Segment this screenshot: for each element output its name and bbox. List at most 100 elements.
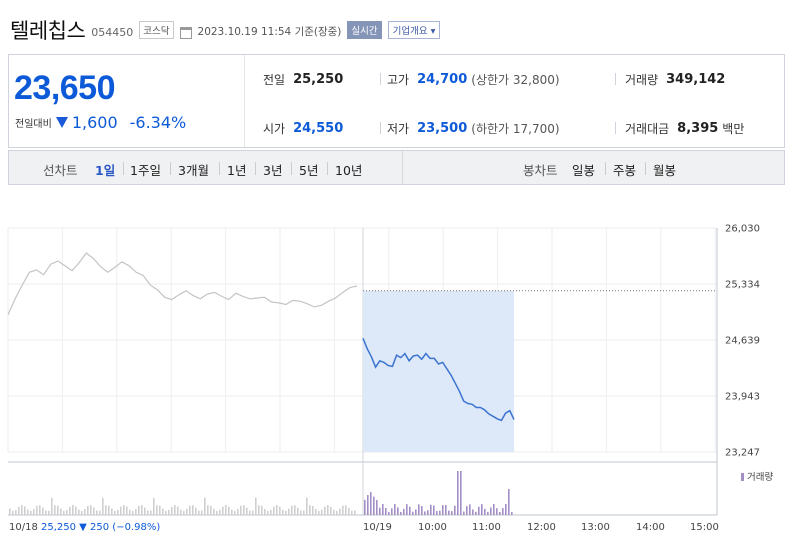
volume-bar xyxy=(249,510,251,515)
volume-bar xyxy=(300,510,302,515)
trade-value: 8,395 xyxy=(677,120,719,136)
volume-bar xyxy=(303,510,305,515)
low-value: 23,500 xyxy=(417,120,468,136)
divider xyxy=(615,122,616,134)
tab-divider xyxy=(123,162,124,175)
volume-bar xyxy=(222,506,224,515)
change-amount: 1,600 xyxy=(71,113,118,132)
volume-bar xyxy=(210,505,212,515)
y-tick-label: 23,943 xyxy=(725,391,760,402)
tab-monthly-candle[interactable]: 월봉 xyxy=(653,163,677,178)
volume-bar xyxy=(228,506,230,515)
tab-daily-candle[interactable]: 일봉 xyxy=(572,163,596,178)
volume-bar xyxy=(427,510,429,515)
volume-bar xyxy=(129,509,131,515)
volume-bar xyxy=(216,510,218,515)
volume-bar xyxy=(394,504,396,515)
volume-bar xyxy=(382,504,384,515)
volume-bar xyxy=(433,505,435,515)
tab-divider xyxy=(605,162,606,175)
tab-weekly-candle[interactable]: 주봉 xyxy=(613,163,637,178)
x-tick-label: 14:00 xyxy=(636,522,665,533)
volume-bar xyxy=(198,510,200,515)
volume-bar xyxy=(111,508,113,515)
volume-bar xyxy=(15,510,17,515)
line-chart-label: 선차트 xyxy=(43,163,78,178)
tab-divider xyxy=(327,162,328,175)
volume-bar xyxy=(135,508,137,515)
tab-5year[interactable]: 5년 xyxy=(299,163,319,178)
volume-bar xyxy=(213,508,215,515)
lower-limit: (하한가 17,700) xyxy=(471,121,560,136)
realtime-badge: 실시간 xyxy=(347,21,382,39)
prev-day-line xyxy=(7,252,358,316)
chart-tabs: 선차트 1일 1주일 3개월 1년 3년 5년 10년 봉차트 일봉 주봉 월봉 xyxy=(8,150,785,185)
volume-bar xyxy=(460,471,462,515)
volume-bar xyxy=(261,505,263,515)
volume-bar xyxy=(370,492,372,515)
volume-bar xyxy=(60,508,62,515)
volume-bar xyxy=(69,506,71,515)
tab-1week[interactable]: 1주일 xyxy=(130,163,161,178)
tab-10year[interactable]: 10년 xyxy=(335,163,363,178)
volume-bar xyxy=(207,505,209,515)
volume-legend-swatch xyxy=(741,473,744,481)
volume-bar xyxy=(246,507,248,515)
divider xyxy=(380,122,381,134)
tab-1year[interactable]: 1년 xyxy=(227,163,247,178)
volume-bar xyxy=(424,511,426,515)
volume-bar xyxy=(388,511,390,515)
volume-bar xyxy=(327,505,329,515)
y-tick-label: 23,247 xyxy=(725,448,760,459)
volume-bar xyxy=(39,505,41,515)
volume-bar xyxy=(132,510,134,515)
volume-bar xyxy=(345,505,347,515)
volume-bar xyxy=(195,507,197,515)
volume-bar xyxy=(54,505,56,515)
volume-bar xyxy=(282,509,284,515)
volume-bar xyxy=(403,508,405,515)
tab-3year[interactable]: 3년 xyxy=(263,163,283,178)
volume-bar xyxy=(466,506,468,515)
tab-3month[interactable]: 3개월 xyxy=(178,163,209,178)
tab-divider xyxy=(219,162,220,175)
volume-bar xyxy=(294,505,296,515)
high-cell: 고가 24,700 (상한가 32,800) xyxy=(387,69,560,89)
volume-bar xyxy=(192,505,194,515)
volume-bar xyxy=(177,506,179,515)
volume-bar xyxy=(351,510,353,515)
volume-bar xyxy=(415,509,417,515)
volume-bar xyxy=(258,505,260,515)
volume-bar xyxy=(141,505,143,515)
volume-bar xyxy=(126,506,128,515)
volume-bar xyxy=(30,510,32,515)
volume-bar xyxy=(481,504,483,515)
volume-bar xyxy=(273,506,275,515)
volume-bar xyxy=(96,510,98,515)
high-label: 고가 xyxy=(387,72,410,87)
volume-bar xyxy=(472,509,474,515)
volume-bar xyxy=(81,510,83,515)
volume-bar xyxy=(75,506,77,515)
volume-bar xyxy=(430,504,432,515)
volume-bar xyxy=(159,505,161,515)
volume-bar xyxy=(147,510,149,515)
volume-bar xyxy=(487,511,489,515)
company-overview-button[interactable]: 기업개요 ▾ xyxy=(387,21,441,39)
divider xyxy=(380,73,381,85)
stock-code: 054450 xyxy=(91,26,134,39)
volume-bar xyxy=(33,509,35,515)
tab-1day[interactable]: 1일 xyxy=(95,163,116,178)
today-shaded-area xyxy=(363,290,514,452)
volume-bar xyxy=(36,505,38,515)
volume-bar xyxy=(451,511,453,515)
volume-bar xyxy=(234,510,236,515)
volume-bar xyxy=(379,507,381,515)
x-tick-label: 15:00 xyxy=(690,522,719,533)
volume-bar xyxy=(315,508,317,515)
volume-bar xyxy=(21,505,23,515)
volume-bar xyxy=(84,508,86,515)
volume-bar xyxy=(339,508,341,515)
volume-bar xyxy=(120,506,122,515)
y-tick-label: 25,334 xyxy=(725,280,760,291)
